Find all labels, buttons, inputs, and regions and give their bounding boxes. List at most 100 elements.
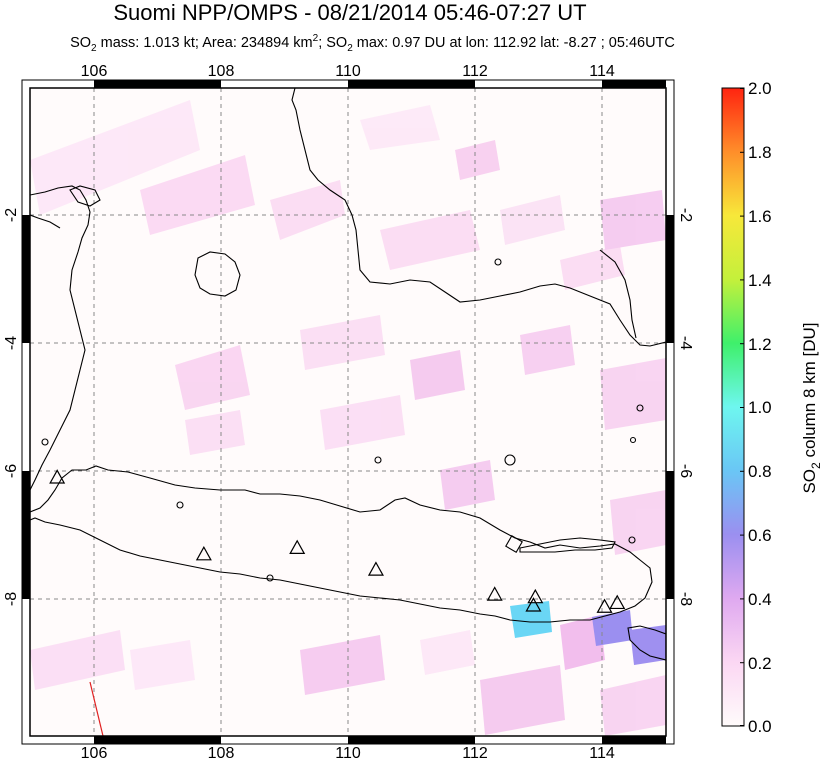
island-surabaya bbox=[505, 535, 523, 553]
frame-top-black-1 bbox=[94, 80, 221, 88]
lon-top-110: 110 bbox=[335, 63, 361, 80]
colorbar-tick-labels: 2.0 1.8 1.6 1.4 1.2 1.0 0.8 0.6 0.4 0.2 … bbox=[748, 79, 772, 736]
volcano-marker-2 bbox=[195, 545, 212, 561]
volcano-marker-5 bbox=[486, 586, 503, 601]
volcano-markers bbox=[49, 469, 626, 613]
lon-top-112: 112 bbox=[462, 63, 488, 80]
sumatra-coastline bbox=[30, 185, 91, 491]
so2-pixels bbox=[30, 100, 666, 736]
lon-bottom-108: 108 bbox=[208, 745, 235, 759]
so2-swath-19 bbox=[30, 630, 125, 690]
frame-left-black-1 bbox=[22, 215, 30, 343]
island-kangean-3 bbox=[628, 536, 636, 544]
so2-swath-7 bbox=[560, 245, 625, 290]
lon-bottom-112: 112 bbox=[462, 745, 488, 759]
so2-swath-16 bbox=[185, 410, 245, 455]
so2-swath-23 bbox=[600, 675, 666, 736]
cb-tick-12: 1.2 bbox=[748, 335, 772, 354]
so2-swath-10 bbox=[175, 345, 250, 410]
island-laut bbox=[494, 258, 502, 266]
lat-right-6: -6 bbox=[677, 464, 694, 478]
so2-pixel-blue-2 bbox=[630, 625, 666, 665]
island-kangean-2 bbox=[629, 436, 637, 444]
so2-swath-18 bbox=[610, 490, 666, 555]
lon-bottom-110: 110 bbox=[335, 745, 361, 759]
so2-swath-8 bbox=[600, 190, 666, 250]
cb-tick-02: 0.2 bbox=[748, 654, 772, 673]
sumatra-coastline-west bbox=[30, 214, 61, 229]
lat-left-6: -6 bbox=[3, 464, 20, 478]
island-seribu bbox=[176, 501, 184, 509]
cb-tick-04: 0.4 bbox=[748, 590, 772, 609]
cb-tick-08: 0.8 bbox=[748, 462, 772, 481]
lat-labels-left: -2 -4 -6 -8 bbox=[3, 208, 20, 606]
frame-bottom-black-1 bbox=[94, 736, 221, 744]
frame-top-black-2 bbox=[348, 80, 475, 88]
island-karimunjawa bbox=[374, 456, 382, 464]
borneo-coastline bbox=[291, 88, 666, 347]
cb-tick-06: 0.6 bbox=[748, 526, 772, 545]
subtitle-mass: mass: 1.013 kt; Area: 234894 km bbox=[96, 35, 313, 51]
so2-swath-21 bbox=[480, 665, 565, 735]
madura-coastline bbox=[519, 537, 616, 553]
lon-labels-top: 106 108 110 112 114 bbox=[81, 63, 615, 80]
island-panaitan bbox=[41, 438, 49, 446]
lat-right-2: -2 bbox=[677, 208, 694, 222]
island-bawean bbox=[504, 454, 516, 466]
so2-swath-3 bbox=[270, 180, 345, 240]
so2-swath-25 bbox=[420, 630, 475, 675]
island-nusakambangan bbox=[266, 574, 274, 582]
subtitle-sub2: 2 bbox=[91, 42, 97, 54]
colorbar-tick-marks bbox=[740, 88, 744, 726]
so2-swath-5 bbox=[455, 140, 500, 180]
cb-tick-00: 0.0 bbox=[748, 717, 772, 736]
cb-tick-16: 1.6 bbox=[748, 207, 772, 226]
volcano-marker-7 bbox=[525, 597, 542, 612]
volcano-marker-9 bbox=[609, 594, 626, 610]
cb-tick-18: 1.8 bbox=[748, 143, 772, 162]
volcano-marker-1 bbox=[49, 469, 66, 484]
colorbar: 2.0 1.8 1.6 1.4 1.2 1.0 0.8 0.6 0.4 0.2 … bbox=[721, 79, 823, 736]
lon-labels-bottom: 106 108 110 112 114 bbox=[81, 745, 615, 759]
java-coastline bbox=[30, 465, 653, 623]
map-title: Suomi NPP/OMPS - 08/21/2014 05:46-07:27 … bbox=[113, 0, 587, 25]
so2-swath-17 bbox=[440, 460, 495, 510]
so2-swath-4 bbox=[380, 210, 480, 270]
so2-swath-15 bbox=[320, 395, 405, 450]
coastlines bbox=[30, 88, 666, 661]
so2-swath-13 bbox=[520, 325, 575, 375]
map-panel[interactable] bbox=[21, 79, 675, 745]
lat-right-8: -8 bbox=[677, 592, 694, 606]
map-border bbox=[21, 79, 675, 745]
volcano-marker-4 bbox=[367, 561, 384, 576]
lon-top-108: 108 bbox=[208, 63, 235, 80]
subtitle-sub2b: 2 bbox=[347, 42, 353, 54]
lon-top-114: 114 bbox=[589, 63, 615, 80]
lat-right-4: -4 bbox=[677, 336, 694, 350]
colorbar-label-rest: column 8 km [DU] bbox=[800, 322, 819, 462]
frame-left-black-2 bbox=[22, 471, 30, 599]
cb-tick-14: 1.4 bbox=[748, 271, 772, 290]
subtitle-sup2: 2 bbox=[312, 33, 319, 45]
so2-swath-9 bbox=[360, 105, 440, 150]
cb-tick-10: 1.0 bbox=[748, 398, 772, 417]
so2-swath-12 bbox=[410, 350, 465, 400]
so2-max-line bbox=[89, 681, 104, 737]
frame-right-black-2 bbox=[666, 471, 674, 599]
volcano-marker-8 bbox=[596, 598, 613, 613]
frame-top-black-3 bbox=[602, 80, 666, 88]
colorbar-label-sub: 2 bbox=[809, 462, 823, 469]
belitung-coastline bbox=[194, 251, 241, 297]
so2-swath-6 bbox=[500, 195, 565, 245]
bali-coastline bbox=[627, 625, 666, 661]
so2-max-pixel bbox=[510, 601, 552, 638]
volcano-marker-3 bbox=[289, 539, 306, 555]
lat-labels-right: -2 -4 -6 -8 bbox=[677, 208, 694, 606]
so2-swath-20 bbox=[300, 635, 385, 695]
bangka-coastline bbox=[69, 185, 101, 207]
frame-right-black-1 bbox=[666, 215, 674, 343]
lon-bottom-106: 106 bbox=[81, 745, 108, 759]
lon-top-106: 106 bbox=[81, 63, 108, 80]
map-subtitle: SO2 mass: 1.013 kt; Area: 234894 km2; SO… bbox=[0, 33, 745, 54]
